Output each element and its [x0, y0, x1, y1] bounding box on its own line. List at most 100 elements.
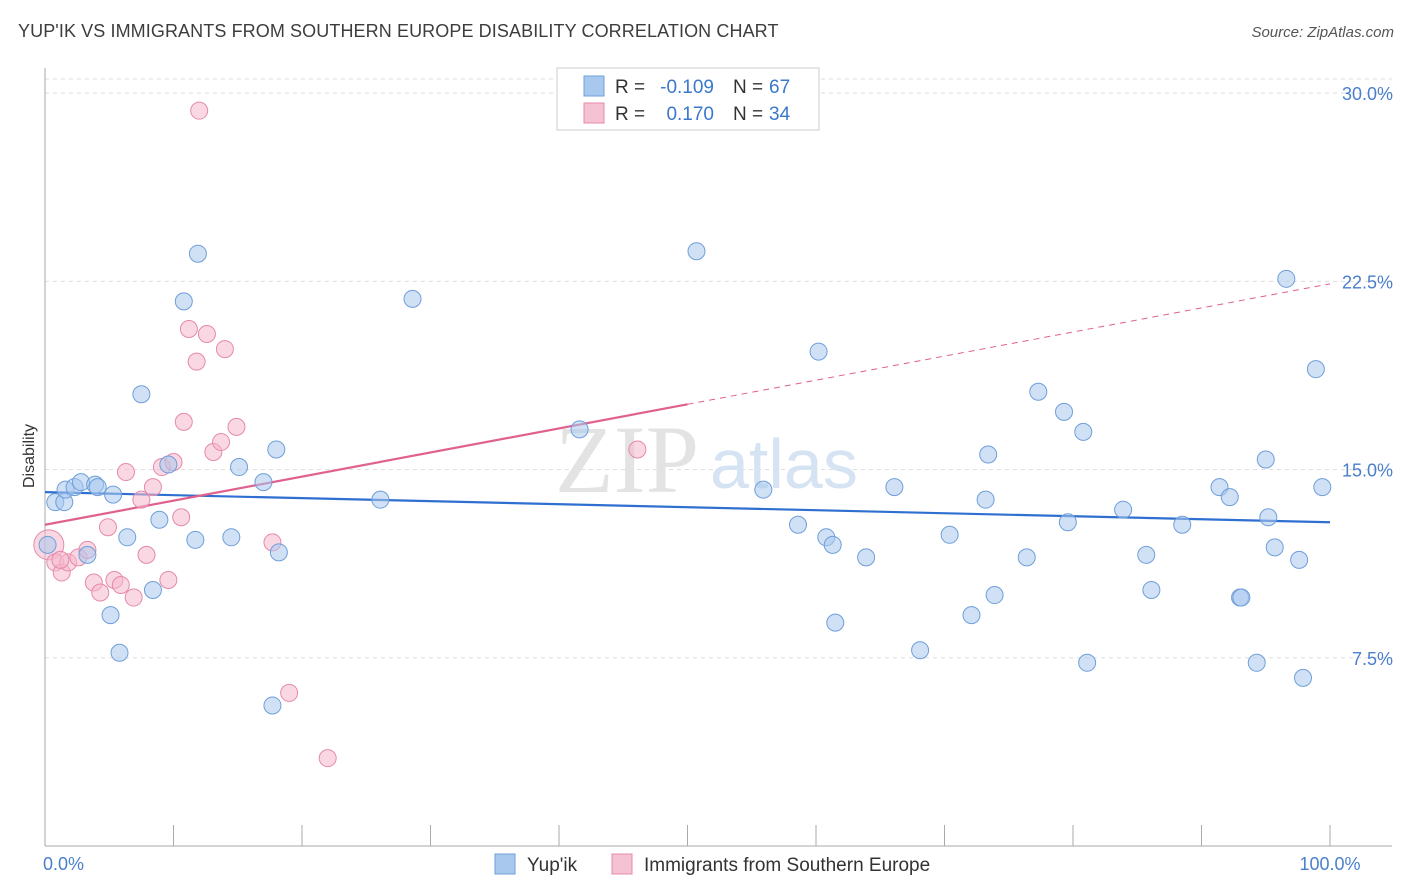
point-yupik: [150, 510, 169, 529]
bottom-legend-label-blue: Yup'ik: [527, 855, 578, 876]
point-yupik: [857, 548, 876, 567]
point-yupik: [687, 242, 706, 261]
point-yupik: [754, 480, 773, 499]
legend-n-value-blue: 67: [769, 77, 790, 98]
point-yupik: [263, 696, 282, 715]
point-yupik: [230, 458, 249, 477]
legend-swatch-pink: [583, 102, 605, 124]
point-southern-europe: [124, 588, 143, 607]
x-tick-label: 100.0%: [1299, 854, 1360, 874]
legend-r-value-blue: -0.109: [660, 77, 714, 98]
point-yupik: [118, 528, 137, 547]
point-southern-europe: [187, 352, 206, 371]
scatter-points: [33, 101, 1332, 768]
point-yupik: [979, 445, 998, 464]
point-yupik: [985, 586, 1004, 605]
legend-r-label-pink: R =: [615, 104, 645, 125]
point-yupik: [1142, 581, 1161, 600]
point-southern-europe: [212, 432, 231, 451]
watermark: ZIP atlas: [555, 406, 858, 513]
point-southern-europe: [318, 749, 337, 768]
trend-line-extension: [687, 283, 1331, 405]
point-southern-europe: [98, 518, 117, 537]
point-yupik: [789, 515, 808, 534]
point-yupik: [1294, 668, 1313, 687]
bottom-legend-swatch-blue: [494, 853, 516, 875]
point-yupik: [1137, 545, 1156, 564]
point-southern-europe: [116, 463, 135, 482]
bottom-legend-label-pink: Immigrants from Southern Europe: [644, 855, 930, 876]
point-yupik: [88, 478, 107, 497]
legend-n-value-pink: 34: [769, 104, 791, 125]
point-yupik: [1306, 360, 1325, 379]
point-yupik: [143, 581, 162, 600]
legend-n-label-blue: N =: [733, 77, 763, 98]
point-yupik: [1313, 478, 1332, 497]
point-southern-europe: [280, 683, 299, 702]
x-tick-labels: 0.0% 100.0%: [43, 854, 1361, 874]
point-yupik: [1055, 402, 1074, 421]
point-yupik: [38, 535, 57, 554]
y-tick-label: 15.0%: [1342, 461, 1393, 481]
point-southern-europe: [159, 570, 178, 589]
point-yupik: [809, 342, 828, 361]
point-yupik: [1290, 550, 1309, 569]
point-yupik: [188, 244, 207, 263]
point-yupik: [1078, 653, 1097, 672]
point-southern-europe: [143, 478, 162, 497]
point-yupik: [104, 485, 123, 504]
point-southern-europe: [174, 412, 193, 431]
point-yupik: [940, 525, 959, 544]
point-southern-europe: [179, 320, 198, 339]
point-yupik: [371, 490, 390, 509]
point-yupik: [1256, 450, 1275, 469]
point-yupik: [1265, 538, 1284, 557]
point-southern-europe: [190, 101, 209, 120]
x-tick-marks: [44, 825, 1331, 846]
point-yupik: [1259, 508, 1278, 527]
point-yupik: [962, 606, 981, 625]
y-axis-label: Disability: [21, 424, 38, 488]
point-yupik: [1029, 382, 1048, 401]
chart-title: YUP'IK VS IMMIGRANTS FROM SOUTHERN EUROP…: [18, 21, 779, 41]
point-yupik: [823, 535, 842, 554]
point-yupik: [826, 613, 845, 632]
point-yupik: [132, 385, 151, 404]
point-southern-europe: [91, 583, 110, 602]
point-southern-europe: [197, 325, 216, 344]
point-yupik: [1074, 422, 1093, 441]
legend-box: R = -0.109 N = 67 R = 0.170 N = 34: [556, 67, 820, 131]
watermark-atlas: atlas: [710, 425, 858, 503]
x-tick-label: 0.0%: [43, 854, 84, 874]
bottom-legend: Yup'ik Immigrants from Southern Europe: [494, 853, 930, 876]
gridlines: [45, 78, 1392, 659]
point-yupik: [403, 289, 422, 308]
point-southern-europe: [628, 440, 647, 459]
point-yupik: [174, 292, 193, 311]
point-southern-europe: [137, 545, 156, 564]
point-southern-europe: [172, 508, 191, 527]
legend-r-value-pink: 0.170: [666, 104, 714, 125]
point-yupik: [78, 545, 97, 564]
chart-source: Source: ZipAtlas.com: [1251, 24, 1394, 41]
point-yupik: [222, 528, 241, 547]
point-yupik: [269, 543, 288, 562]
point-southern-europe: [132, 490, 151, 509]
point-yupik: [1058, 513, 1077, 532]
point-yupik: [885, 478, 904, 497]
point-yupik: [267, 440, 286, 459]
legend-r-label-blue: R =: [615, 77, 645, 98]
y-tick-label: 22.5%: [1342, 272, 1393, 292]
point-yupik: [254, 473, 273, 492]
point-yupik: [570, 420, 589, 439]
point-yupik: [1232, 588, 1251, 607]
legend-n-label-pink: N =: [733, 104, 763, 125]
point-yupik: [976, 490, 995, 509]
point-southern-europe: [227, 417, 246, 436]
point-yupik: [110, 643, 129, 662]
point-southern-europe: [111, 575, 130, 594]
point-southern-europe: [51, 550, 70, 569]
y-tick-label: 7.5%: [1352, 649, 1393, 669]
y-tick-labels: 7.5% 15.0% 22.5% 30.0%: [1342, 84, 1393, 669]
